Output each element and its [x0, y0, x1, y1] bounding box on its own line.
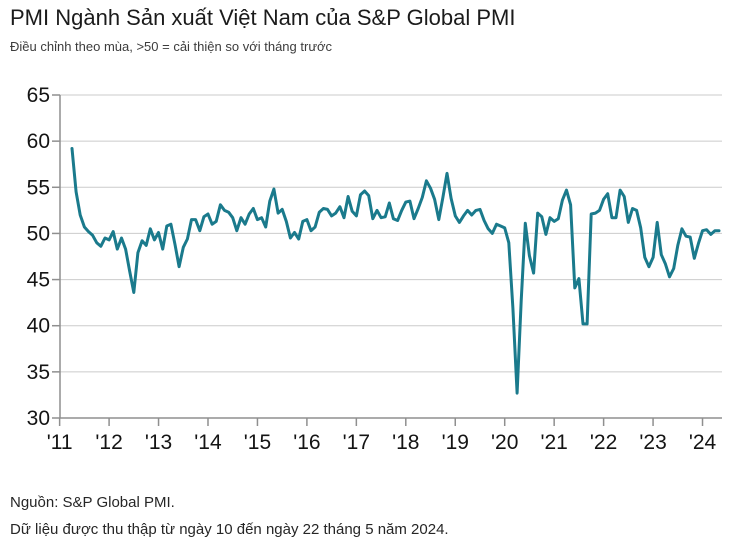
page-title: PMI Ngành Sản xuất Việt Nam của S&P Glob… [10, 5, 516, 30]
x-tick-label: '15 [244, 431, 271, 454]
y-tick-label: 35 [27, 361, 50, 384]
x-tick-label: '12 [95, 431, 122, 454]
x-tick-label: '19 [442, 431, 469, 454]
collection-note: Dữ liệu được thu thập từ ngày 10 đến ngà… [10, 521, 449, 538]
pmi-line [70, 147, 721, 395]
y-tick-label: 55 [27, 176, 50, 199]
x-tick-label: '23 [639, 431, 666, 454]
chart-subtitle: Điều chỉnh theo mùa, >50 = cải thiện so … [10, 39, 333, 54]
x-tick-label: '11 [47, 431, 73, 454]
x-tick-label: '21 [540, 431, 567, 454]
y-tick-label: 50 [27, 222, 50, 245]
x-tick-label: '16 [293, 431, 320, 454]
x-tick-label: '17 [343, 431, 370, 454]
x-tick-label: '22 [590, 431, 617, 454]
y-tick-label: 65 [27, 84, 50, 107]
x-tick-label: '13 [145, 431, 172, 454]
x-tick-label: '24 [689, 431, 717, 454]
source-note: Nguồn: S&P Global PMI. [10, 494, 175, 511]
x-tick-label: '20 [491, 431, 518, 454]
y-tick-label: 45 [27, 269, 50, 292]
x-tick-label: '14 [194, 431, 222, 454]
y-tick-label: 60 [27, 130, 50, 153]
x-tick-label: '18 [392, 431, 419, 454]
y-tick-label: 40 [27, 315, 50, 338]
y-tick-label: 30 [27, 407, 50, 430]
